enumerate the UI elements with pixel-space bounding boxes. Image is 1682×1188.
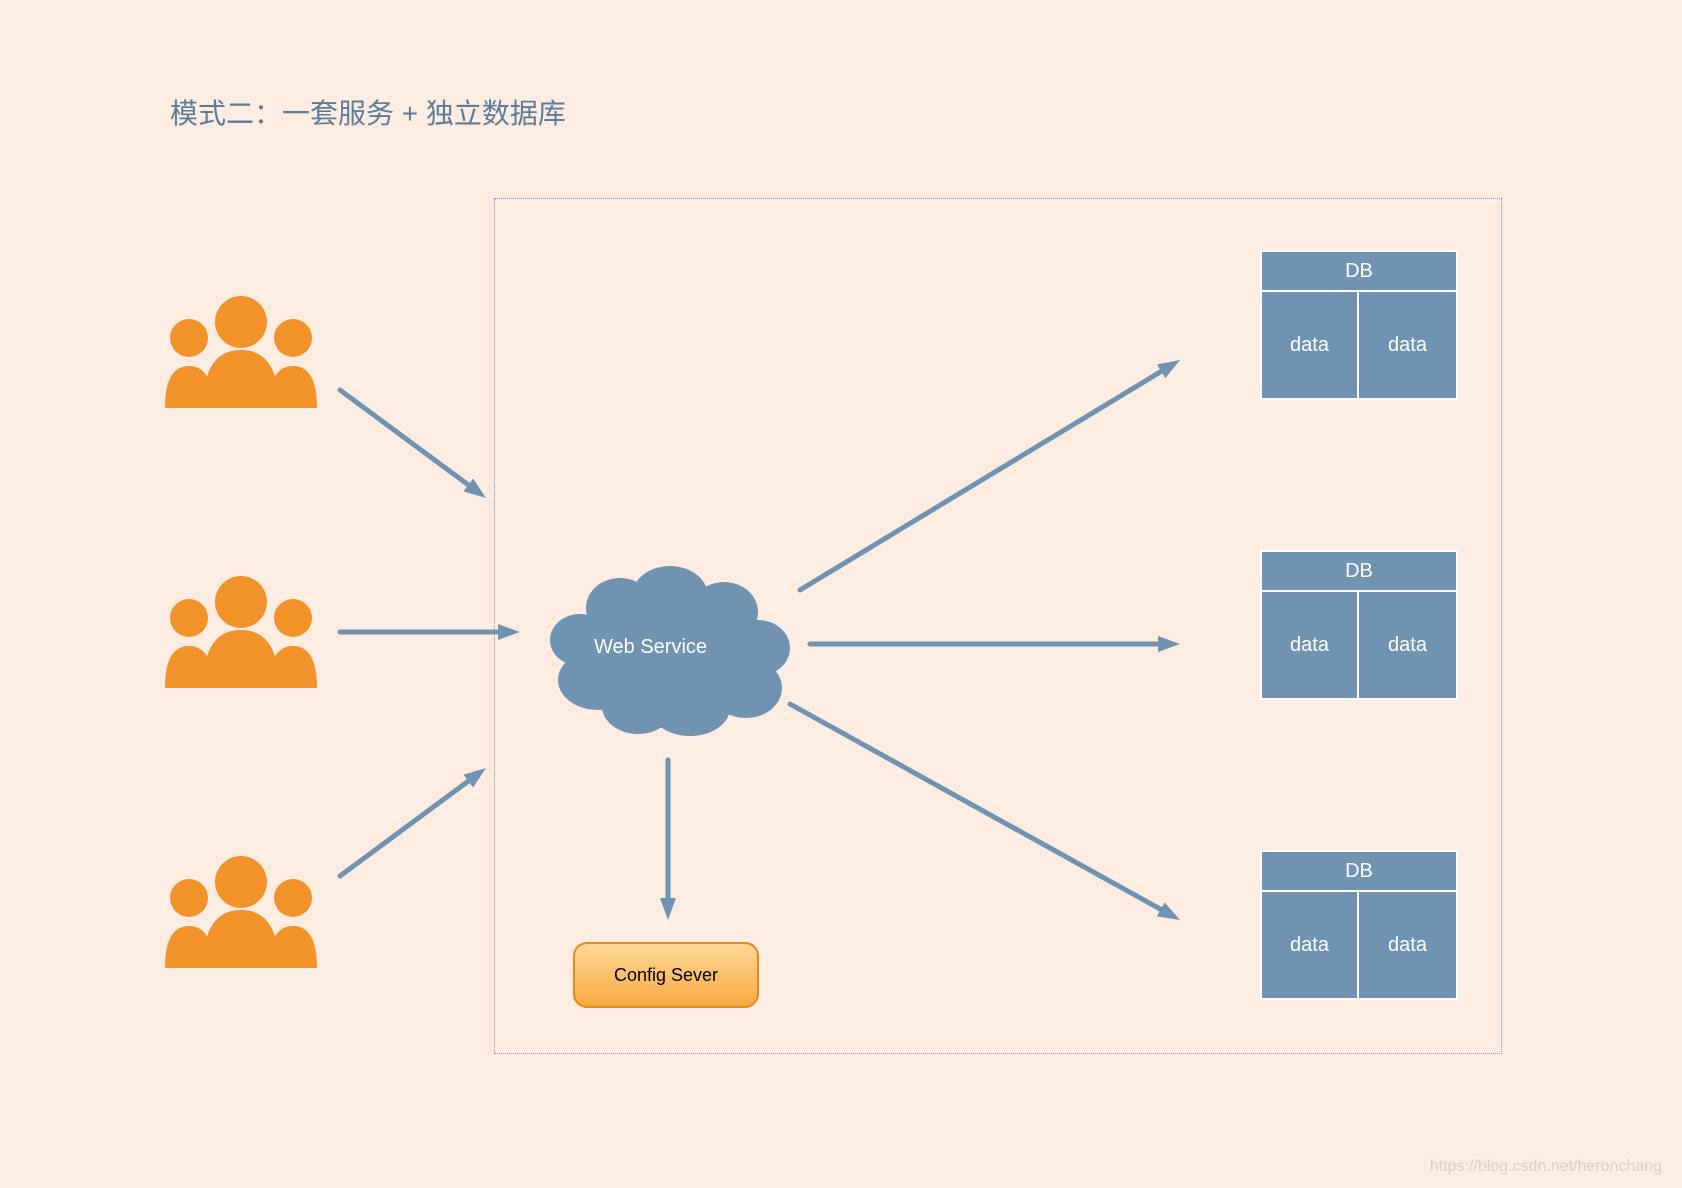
users-group-2 bbox=[155, 568, 327, 688]
diagram-canvas: 模式二：一套服务 + 独立数据库 bbox=[0, 0, 1682, 1188]
config-server-node: Config Sever bbox=[573, 942, 759, 1008]
database-2-cell-2: data bbox=[1359, 592, 1456, 698]
watermark-text: https://blog.csdn.net/heronchang bbox=[1430, 1158, 1662, 1176]
config-server-label: Config Sever bbox=[614, 965, 718, 986]
database-3-header: DB bbox=[1262, 852, 1456, 892]
database-1-cell-1: data bbox=[1262, 292, 1359, 398]
database-2-cell-1: data bbox=[1262, 592, 1359, 698]
database-3-cell-2: data bbox=[1359, 892, 1456, 998]
database-3: DB data data bbox=[1260, 850, 1458, 1000]
users-group-1 bbox=[155, 288, 327, 408]
diagram-title: 模式二：一套服务 + 独立数据库 bbox=[170, 92, 566, 132]
web-service-label: Web Service bbox=[594, 636, 707, 659]
database-1-header: DB bbox=[1262, 252, 1456, 292]
database-2-header: DB bbox=[1262, 552, 1456, 592]
database-1-cell-2: data bbox=[1359, 292, 1456, 398]
database-2: DB data data bbox=[1260, 550, 1458, 700]
users-group-3 bbox=[155, 848, 327, 968]
database-1: DB data data bbox=[1260, 250, 1458, 400]
database-3-cell-1: data bbox=[1262, 892, 1359, 998]
